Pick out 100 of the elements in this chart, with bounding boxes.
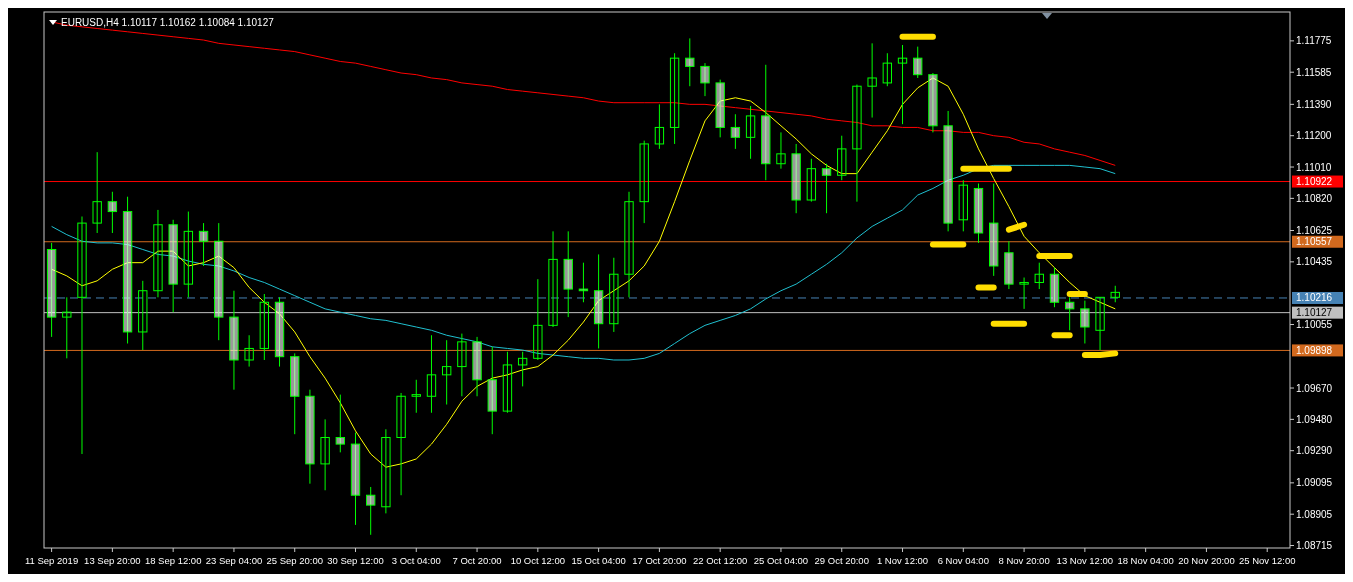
y-tick-label: 1.09290 xyxy=(1296,445,1333,457)
candlestick xyxy=(745,105,756,160)
y-tick-label: 1.08905 xyxy=(1296,508,1333,520)
x-tick-label: 20 Nov 20:00 xyxy=(1178,555,1235,566)
candlestick xyxy=(487,346,497,435)
y-tick-label: 1.11390 xyxy=(1296,98,1332,110)
candlestick xyxy=(77,216,87,455)
x-tick-label: 8 Nov 20:00 xyxy=(998,555,1050,566)
candlestick xyxy=(563,230,573,318)
ref-line-label: 1.10216 xyxy=(1296,292,1333,304)
candlestick xyxy=(715,79,725,138)
ref-line-label: 1.10922 xyxy=(1296,176,1333,188)
x-tick-label: 30 Sep 12:00 xyxy=(327,555,384,566)
candlestick xyxy=(897,44,908,125)
candlestick xyxy=(229,290,239,391)
candlestick xyxy=(821,163,832,214)
x-tick-label: 1 Nov 12:00 xyxy=(876,555,929,566)
candlestick xyxy=(274,296,285,368)
candlestick xyxy=(502,351,513,414)
candlestick xyxy=(472,336,482,397)
candlestick xyxy=(46,242,57,338)
candlestick xyxy=(457,333,467,397)
candlestick xyxy=(214,222,224,341)
y-tick-label: 1.10055 xyxy=(1296,319,1333,331)
y-tick-label: 1.11585 xyxy=(1296,66,1332,78)
candlestick xyxy=(122,196,133,344)
x-tick-label: 22 Oct 12:00 xyxy=(692,555,748,566)
y-tick-label: 1.11200 xyxy=(1296,130,1332,142)
candlestick xyxy=(244,334,254,368)
candlestick xyxy=(867,42,877,119)
candlestick xyxy=(654,103,665,150)
y-tick-label: 1.11775 xyxy=(1296,35,1332,47)
candlestick xyxy=(381,428,391,514)
ref-line-label: 1.10557 xyxy=(1296,236,1333,248)
y-tick-label: 1.08715 xyxy=(1296,540,1333,552)
candlestick xyxy=(852,84,862,203)
candlestick xyxy=(761,64,771,181)
candlestick xyxy=(138,280,148,351)
candlestick xyxy=(1034,262,1044,290)
candlestick xyxy=(168,219,178,313)
candlestick xyxy=(305,389,315,485)
candlestick xyxy=(973,183,984,244)
candlestick xyxy=(366,486,376,536)
candlestick xyxy=(913,46,923,79)
x-tick-label: 18 Sep 12:00 xyxy=(144,555,202,566)
candlestick xyxy=(107,191,118,234)
candlestick xyxy=(259,293,270,361)
candlestick xyxy=(685,37,695,87)
ref-line-label: 1.09898 xyxy=(1296,344,1333,356)
y-tick-label: 1.10435 xyxy=(1296,256,1333,268)
y-tick-label: 1.09480 xyxy=(1296,413,1333,425)
candlestick xyxy=(335,394,345,453)
candlestick xyxy=(639,140,649,224)
candlestick xyxy=(1080,300,1090,344)
y-tick-label: 1.10625 xyxy=(1296,225,1333,237)
candlestick xyxy=(776,131,786,170)
candlestick xyxy=(62,296,72,359)
candlestick xyxy=(350,432,361,526)
x-tick-label: 25 Oct 04:00 xyxy=(753,555,809,566)
x-tick-label: 17 Oct 20:00 xyxy=(632,555,687,566)
x-tick-label: 11 Sep 2019 xyxy=(25,555,79,566)
candlestick xyxy=(730,113,741,150)
text: EURUSD,H4 1.10117 1.10162 1.10084 1.10127 xyxy=(61,17,275,28)
x-tick-label: 23 Sep 04:00 xyxy=(205,555,263,566)
x-tick-label: 15 Oct 04:00 xyxy=(571,555,626,566)
candlestick xyxy=(578,262,589,303)
candlestick xyxy=(806,158,817,203)
candlestick xyxy=(183,211,194,298)
candlestick xyxy=(882,52,893,87)
y-tick-label: 1.09095 xyxy=(1296,477,1333,489)
candlestick xyxy=(320,418,330,491)
candlestick xyxy=(669,52,680,145)
x-tick-label: 7 Oct 20:00 xyxy=(452,555,502,566)
candlestick xyxy=(290,352,300,435)
candlestick xyxy=(411,379,421,414)
line-series xyxy=(51,77,1116,468)
candlestick xyxy=(837,135,847,181)
x-tick-label: 3 Oct 04:00 xyxy=(391,555,441,566)
x-tick-label: 18 Nov 04:00 xyxy=(1117,555,1174,566)
candlestick xyxy=(928,72,938,133)
x-tick-label: 25 Sep 20:00 xyxy=(266,555,323,566)
candlestick xyxy=(609,257,619,333)
candlestick xyxy=(1095,296,1105,351)
candlestick xyxy=(1064,296,1075,331)
candlestick xyxy=(943,110,953,232)
x-tick-label: 13 Nov 12:00 xyxy=(1056,555,1114,566)
y-tick-label: 1.11010 xyxy=(1296,161,1332,173)
y-tick-label: 1.10820 xyxy=(1296,192,1333,204)
candlestick xyxy=(441,339,452,406)
x-tick-label: 13 Sep 20:00 xyxy=(84,555,141,566)
candlestick xyxy=(958,179,968,232)
x-tick-label: 6 Nov 04:00 xyxy=(937,555,989,566)
candlestick xyxy=(92,151,102,234)
candlestick xyxy=(396,392,406,496)
candlestick xyxy=(198,222,209,267)
x-tick-label: 29 Oct 20:00 xyxy=(814,555,869,566)
candlestick xyxy=(700,62,710,97)
candlestick xyxy=(533,278,543,361)
candlestick xyxy=(989,183,999,277)
x-tick-label: 25 Nov 12:00 xyxy=(1238,555,1296,566)
